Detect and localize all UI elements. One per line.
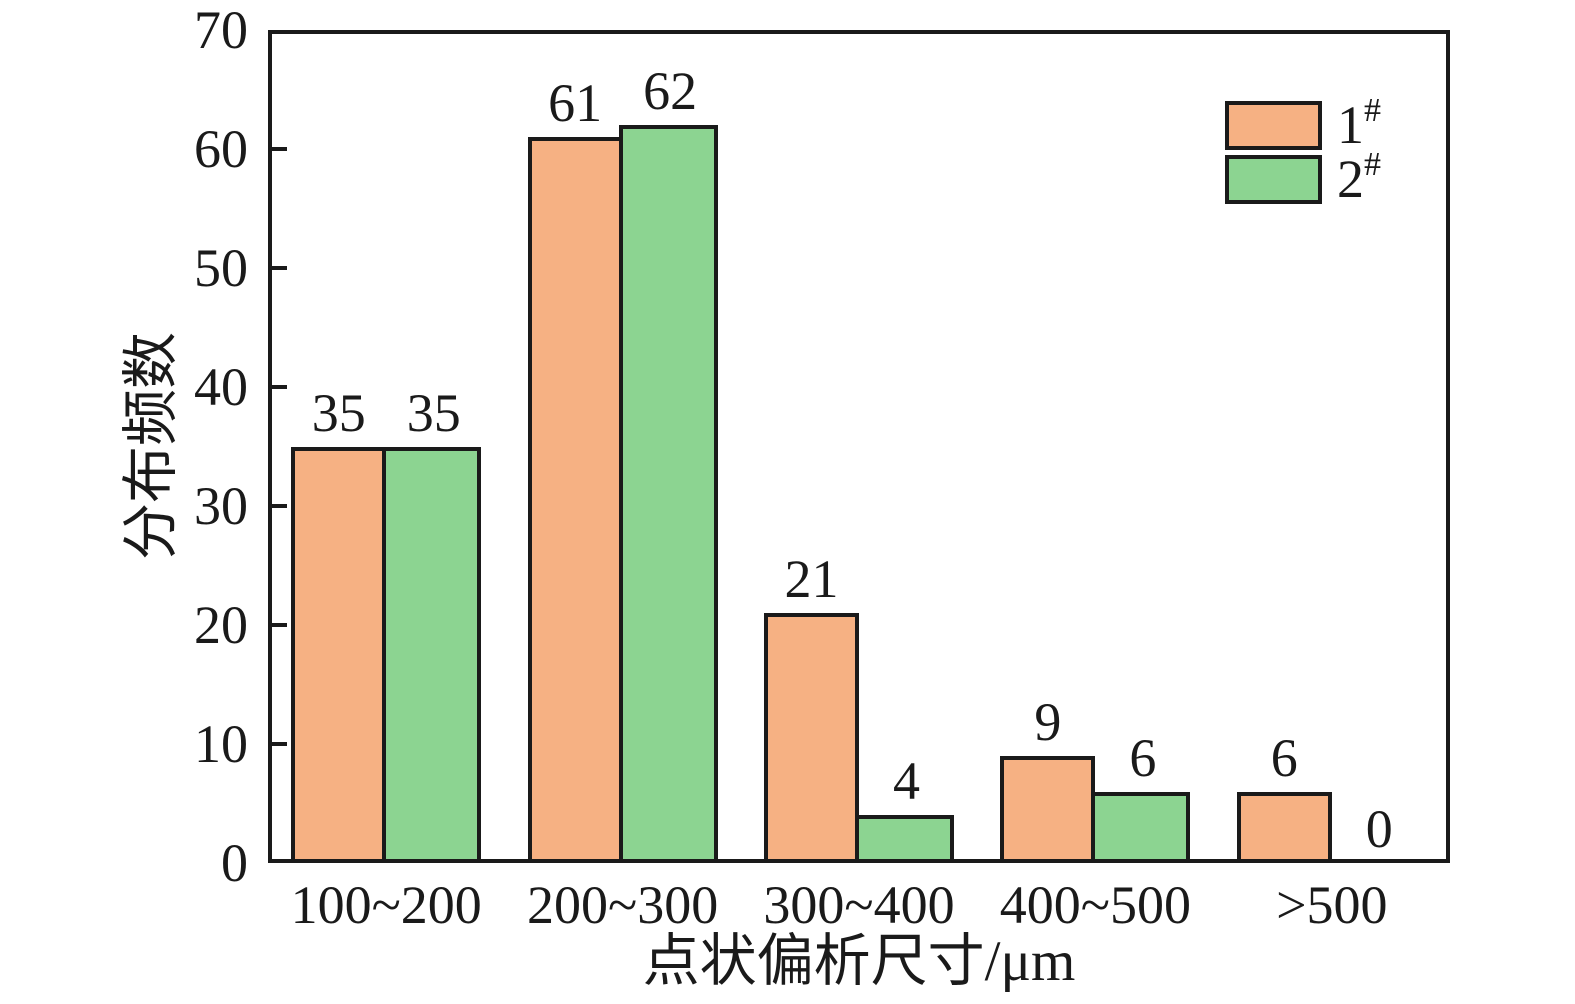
legend-swatch <box>1225 155 1322 204</box>
y-tick-label: 40 <box>194 357 248 417</box>
y-tick <box>272 623 287 627</box>
legend-label-sup: # <box>1364 92 1381 129</box>
x-tick-label: 400~500 <box>999 875 1191 935</box>
y-tick-label: 70 <box>194 0 248 60</box>
y-tick <box>272 742 287 746</box>
y-tick-label: 30 <box>194 476 248 536</box>
bar-value-label: 21 <box>784 549 839 610</box>
y-tick-label: 50 <box>194 238 248 298</box>
legend-swatch <box>1225 101 1322 150</box>
y-tick <box>272 504 287 508</box>
bar-value-label: 6 <box>1270 727 1298 788</box>
y-tick <box>272 147 287 151</box>
y-tick-label: 20 <box>194 595 248 655</box>
y-tick <box>272 385 287 389</box>
legend-label: 2# <box>1337 146 1381 212</box>
bar-value-label: 35 <box>311 382 366 443</box>
x-tick-label: >500 <box>1276 875 1388 935</box>
bar <box>291 446 387 863</box>
bar-value-label: 61 <box>548 73 603 134</box>
bar-value-label: 4 <box>893 751 920 812</box>
legend-label-text: 1 <box>1337 95 1364 155</box>
bar <box>527 137 623 863</box>
legend-label-text: 2 <box>1337 149 1364 209</box>
x-tick-label: 100~200 <box>290 875 482 935</box>
bar-value-label: 6 <box>1129 727 1157 788</box>
bar-value-label: 9 <box>1034 691 1062 752</box>
legend-label-sup: # <box>1364 146 1381 183</box>
x-tick-label: 300~400 <box>763 875 955 935</box>
bar-value-label: 62 <box>643 61 698 122</box>
y-axis-title: 分布频数 <box>120 332 183 560</box>
legend-label: 1# <box>1337 92 1381 158</box>
y-tick <box>272 266 287 270</box>
x-axis-title: 点状偏析尺寸/μm <box>642 930 1076 993</box>
y-tick-label: 0 <box>221 833 248 893</box>
bar <box>1091 791 1191 863</box>
bar-value-label: 0 <box>1365 799 1393 859</box>
x-tick-label: 200~300 <box>526 875 719 935</box>
bar <box>1000 755 1096 863</box>
y-tick-label: 60 <box>194 119 248 179</box>
bar <box>855 815 954 863</box>
y-tick-label: 10 <box>194 714 248 774</box>
bar <box>382 446 482 863</box>
bar <box>618 125 718 863</box>
bar <box>764 613 859 863</box>
bar-value-label: 35 <box>406 382 461 443</box>
